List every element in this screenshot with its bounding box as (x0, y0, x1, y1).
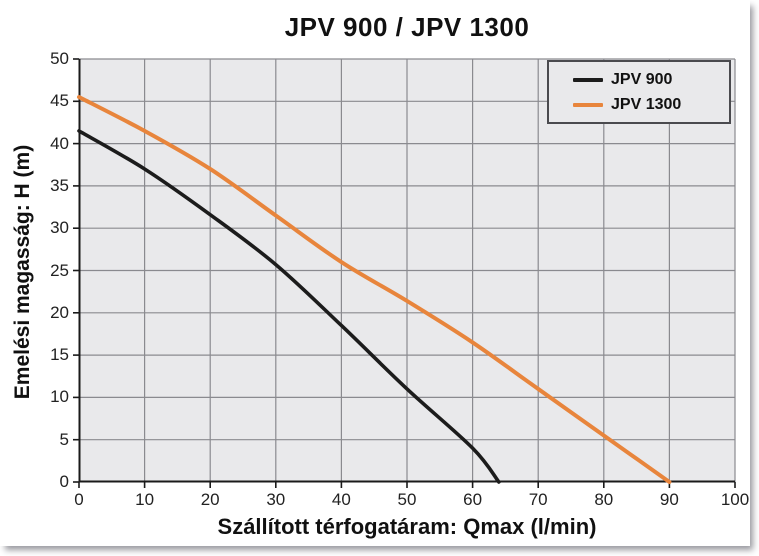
legend-item-jpv-1300: JPV 1300 (573, 96, 729, 114)
x-tick-label: 0 (74, 490, 84, 509)
y-tick-label: 30 (50, 218, 69, 238)
x-tick-label: 10 (135, 490, 155, 509)
plot-area (73, 58, 736, 488)
y-tick-label: 15 (50, 345, 69, 365)
x-tick-label: 70 (528, 490, 548, 509)
x-tick-label: 20 (200, 490, 220, 509)
x-tick-label: 40 (331, 490, 351, 509)
series-line-jpv-1300 (77, 95, 672, 484)
y-tick-label: 10 (50, 387, 69, 407)
x-tick-label: 60 (463, 490, 483, 509)
y-tick-label: 20 (50, 302, 69, 322)
y-tick-label: 45 (50, 91, 69, 111)
x-tick-label: 80 (594, 490, 614, 509)
legend-label-jpv-900: JPV 900 (611, 70, 673, 88)
legend: JPV 900 JPV 1300 (547, 60, 731, 124)
legend-line-sample-jpv-1300 (573, 102, 603, 107)
legend-item-jpv-900: JPV 900 (573, 71, 729, 89)
y-tick-label: 50 (50, 49, 69, 68)
y-tick-label: 5 (59, 429, 69, 449)
x-tick-label: 50 (397, 490, 417, 509)
x-tick-label: 30 (266, 490, 286, 509)
y-tick-label: 35 (50, 175, 69, 195)
legend-line-sample-jpv-900 (573, 77, 603, 82)
series-line-jpv-900 (77, 129, 501, 484)
x-axis-title: Szállított térfogatáram: Qmax (l/min) (217, 514, 597, 539)
x-tick-label: 100 (720, 490, 750, 509)
y-tick-label: 25 (50, 260, 69, 280)
chart-canvas: JPV 900 / JPV 1300 Emelési magasság: H (… (11, 12, 750, 539)
chart-svg (73, 58, 736, 488)
y-tick-label: 40 (50, 133, 69, 153)
legend-label-jpv-1300: JPV 1300 (611, 95, 682, 113)
chart-title: JPV 900 / JPV 1300 (284, 12, 530, 42)
y-tick-label: 0 (59, 472, 69, 491)
x-tick-label: 90 (659, 490, 679, 509)
